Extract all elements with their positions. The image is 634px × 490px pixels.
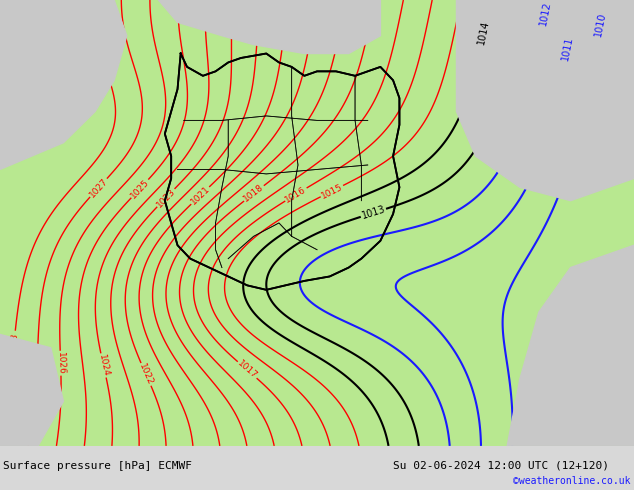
- Text: 1013: 1013: [360, 204, 387, 221]
- Polygon shape: [0, 0, 127, 170]
- Polygon shape: [456, 0, 634, 201]
- Text: 1012: 1012: [538, 0, 552, 26]
- Text: 1027: 1027: [87, 176, 110, 199]
- Text: 1023: 1023: [155, 187, 177, 209]
- Text: 1015: 1015: [320, 182, 344, 200]
- Text: 1017: 1017: [236, 359, 259, 381]
- Polygon shape: [0, 334, 63, 446]
- Text: 1014: 1014: [476, 20, 491, 46]
- Text: 1024: 1024: [96, 353, 110, 377]
- Text: 1025: 1025: [129, 177, 151, 200]
- Text: Su 02-06-2024 12:00 UTC (12+120): Su 02-06-2024 12:00 UTC (12+120): [393, 461, 609, 471]
- Text: 1021: 1021: [189, 184, 212, 207]
- Text: 1020: 1020: [306, 15, 319, 39]
- Polygon shape: [158, 0, 380, 53]
- Text: 1010: 1010: [593, 12, 607, 38]
- Text: 1028: 1028: [8, 331, 20, 355]
- Text: 1018: 1018: [242, 183, 266, 204]
- Text: 1026: 1026: [56, 352, 65, 375]
- Text: 1019: 1019: [335, 10, 348, 34]
- Polygon shape: [507, 245, 634, 446]
- Text: ©weatheronline.co.uk: ©weatheronline.co.uk: [514, 476, 631, 486]
- Text: 1011: 1011: [560, 35, 574, 61]
- Text: Surface pressure [hPa] ECMWF: Surface pressure [hPa] ECMWF: [3, 461, 192, 471]
- Text: 1022: 1022: [138, 362, 155, 387]
- Text: 1016: 1016: [284, 185, 308, 204]
